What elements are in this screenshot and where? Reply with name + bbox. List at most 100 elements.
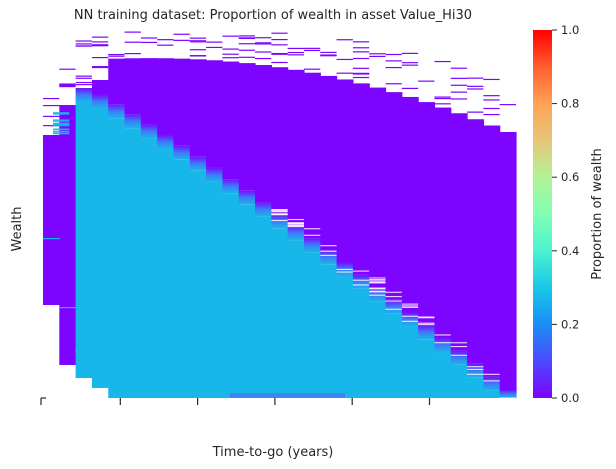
heatmap-streak <box>287 51 304 54</box>
heatmap-streak <box>401 315 419 317</box>
heatmap-streak <box>450 342 468 344</box>
heatmap-streak <box>434 342 451 344</box>
heatmap-cell-high <box>352 83 370 275</box>
heatmap-cell-transition <box>369 287 387 302</box>
heatmap-cell-high <box>59 105 77 365</box>
heatmap-cell-bottom-strip <box>230 393 345 398</box>
heatmap-cell-low <box>336 276 354 398</box>
heatmap-streak <box>53 123 70 125</box>
heatmap-streak <box>53 128 70 130</box>
heatmap-streak <box>385 66 402 69</box>
heatmap-streak <box>467 85 484 87</box>
colorbar: 0.0 0.2 0.4 0.6 0.8 1.0 Proportion of wealth <box>533 23 605 405</box>
heatmap-cell-low <box>238 204 256 398</box>
heatmap-cell-high <box>434 107 452 339</box>
heatmap-streak <box>271 211 288 213</box>
heatmap-cell-high <box>467 119 484 364</box>
heatmap-streak <box>499 397 516 399</box>
colorbar-tick-label: 0.4 <box>561 244 579 258</box>
heatmap-streak <box>401 305 419 307</box>
heatmap-streak <box>352 41 370 43</box>
heatmap-cell-transition <box>320 250 338 265</box>
heatmap-streak <box>369 279 386 281</box>
heatmap-streak <box>53 119 70 121</box>
heatmap-streak <box>483 380 500 382</box>
heatmap-cell-low <box>467 377 484 398</box>
heatmap-cell-high <box>91 80 109 95</box>
heatmap-streak <box>352 47 370 49</box>
heatmap-cell-low <box>108 118 126 398</box>
heatmap-streak <box>53 112 70 114</box>
heatmap-cell-transition <box>75 88 93 102</box>
heatmap-cell-low <box>140 138 158 399</box>
heatmap-streak <box>401 306 419 308</box>
heatmap-streak <box>336 271 353 273</box>
heatmap-streak <box>352 73 370 75</box>
heatmap-streak <box>222 35 239 37</box>
heatmap-streak <box>450 354 468 356</box>
heatmap-streak <box>53 131 70 133</box>
chart-title: NN training dataset: Proportion of wealt… <box>74 8 472 23</box>
heatmap-streak <box>450 98 468 100</box>
heatmap-streak <box>238 35 256 37</box>
heatmap-streak <box>483 107 500 110</box>
heatmap-streak <box>418 317 435 319</box>
heatmap-streak <box>352 72 370 74</box>
heatmap-streak <box>336 72 353 74</box>
heatmap-streak <box>287 218 304 221</box>
heatmap-streak <box>303 228 321 230</box>
heatmap-streak <box>255 43 272 45</box>
heatmap-cell-low <box>401 326 419 398</box>
heatmap-streak <box>189 55 207 57</box>
heatmap-streak <box>255 51 272 53</box>
heatmap-streak <box>271 32 288 34</box>
heatmap-streak <box>450 84 468 86</box>
heatmap-streak <box>59 84 76 86</box>
heatmap-streak <box>189 37 207 39</box>
heatmap-streak <box>206 41 223 43</box>
heatmap-cell-transition <box>157 134 175 149</box>
heatmap-streak <box>43 104 60 107</box>
heatmap-cell-high <box>173 58 191 146</box>
heatmap-cell-high <box>418 102 436 326</box>
heatmap-cell-high <box>401 96 419 313</box>
heatmap-cell-low <box>75 102 93 378</box>
x-axis-label: Time-to-go (years) <box>212 445 334 460</box>
heatmap-streak <box>222 57 239 59</box>
heatmap-cell-transition <box>483 376 501 391</box>
heatmap-cell-high <box>336 79 354 263</box>
heatmap-streak <box>320 250 337 252</box>
heatmap-streak <box>418 80 435 82</box>
heatmap-streak <box>369 294 386 296</box>
heatmap-streak <box>287 224 304 226</box>
heatmap-streak <box>450 67 468 69</box>
heatmap-streak <box>124 31 141 33</box>
heatmap-cell-high <box>287 69 305 227</box>
heatmap-streak <box>434 60 451 63</box>
heatmap-streak <box>369 280 386 282</box>
heatmap-cell-low <box>271 228 289 398</box>
heatmap-cell-transition <box>222 179 240 194</box>
heatmap-streak <box>287 225 304 227</box>
heatmap-streak <box>385 60 402 62</box>
heatmap-streak <box>91 66 109 69</box>
heatmap-cell-transition <box>124 114 142 129</box>
heatmap-cell-transition <box>91 94 109 109</box>
heatmap-streak <box>369 290 386 292</box>
heatmap-streak <box>320 254 337 256</box>
heatmap-streak <box>287 222 304 224</box>
heatmap-streak <box>271 210 288 212</box>
colorbar-tick-label: 0.0 <box>561 391 579 405</box>
heatmap-streak <box>238 49 256 51</box>
heatmap-streak <box>303 68 321 70</box>
heatmap-streak <box>467 368 484 370</box>
heatmap-streak <box>401 62 419 64</box>
heatmap-cell-transition <box>450 350 468 365</box>
heatmap-streak <box>90 368 107 370</box>
colorbar-tick-label: 0.2 <box>561 317 579 331</box>
heatmap-streak <box>238 43 256 45</box>
heatmap-streak <box>369 277 386 279</box>
heatmap-streak <box>75 77 92 79</box>
heatmap-streak <box>59 83 76 85</box>
heatmap-streak <box>418 323 435 325</box>
